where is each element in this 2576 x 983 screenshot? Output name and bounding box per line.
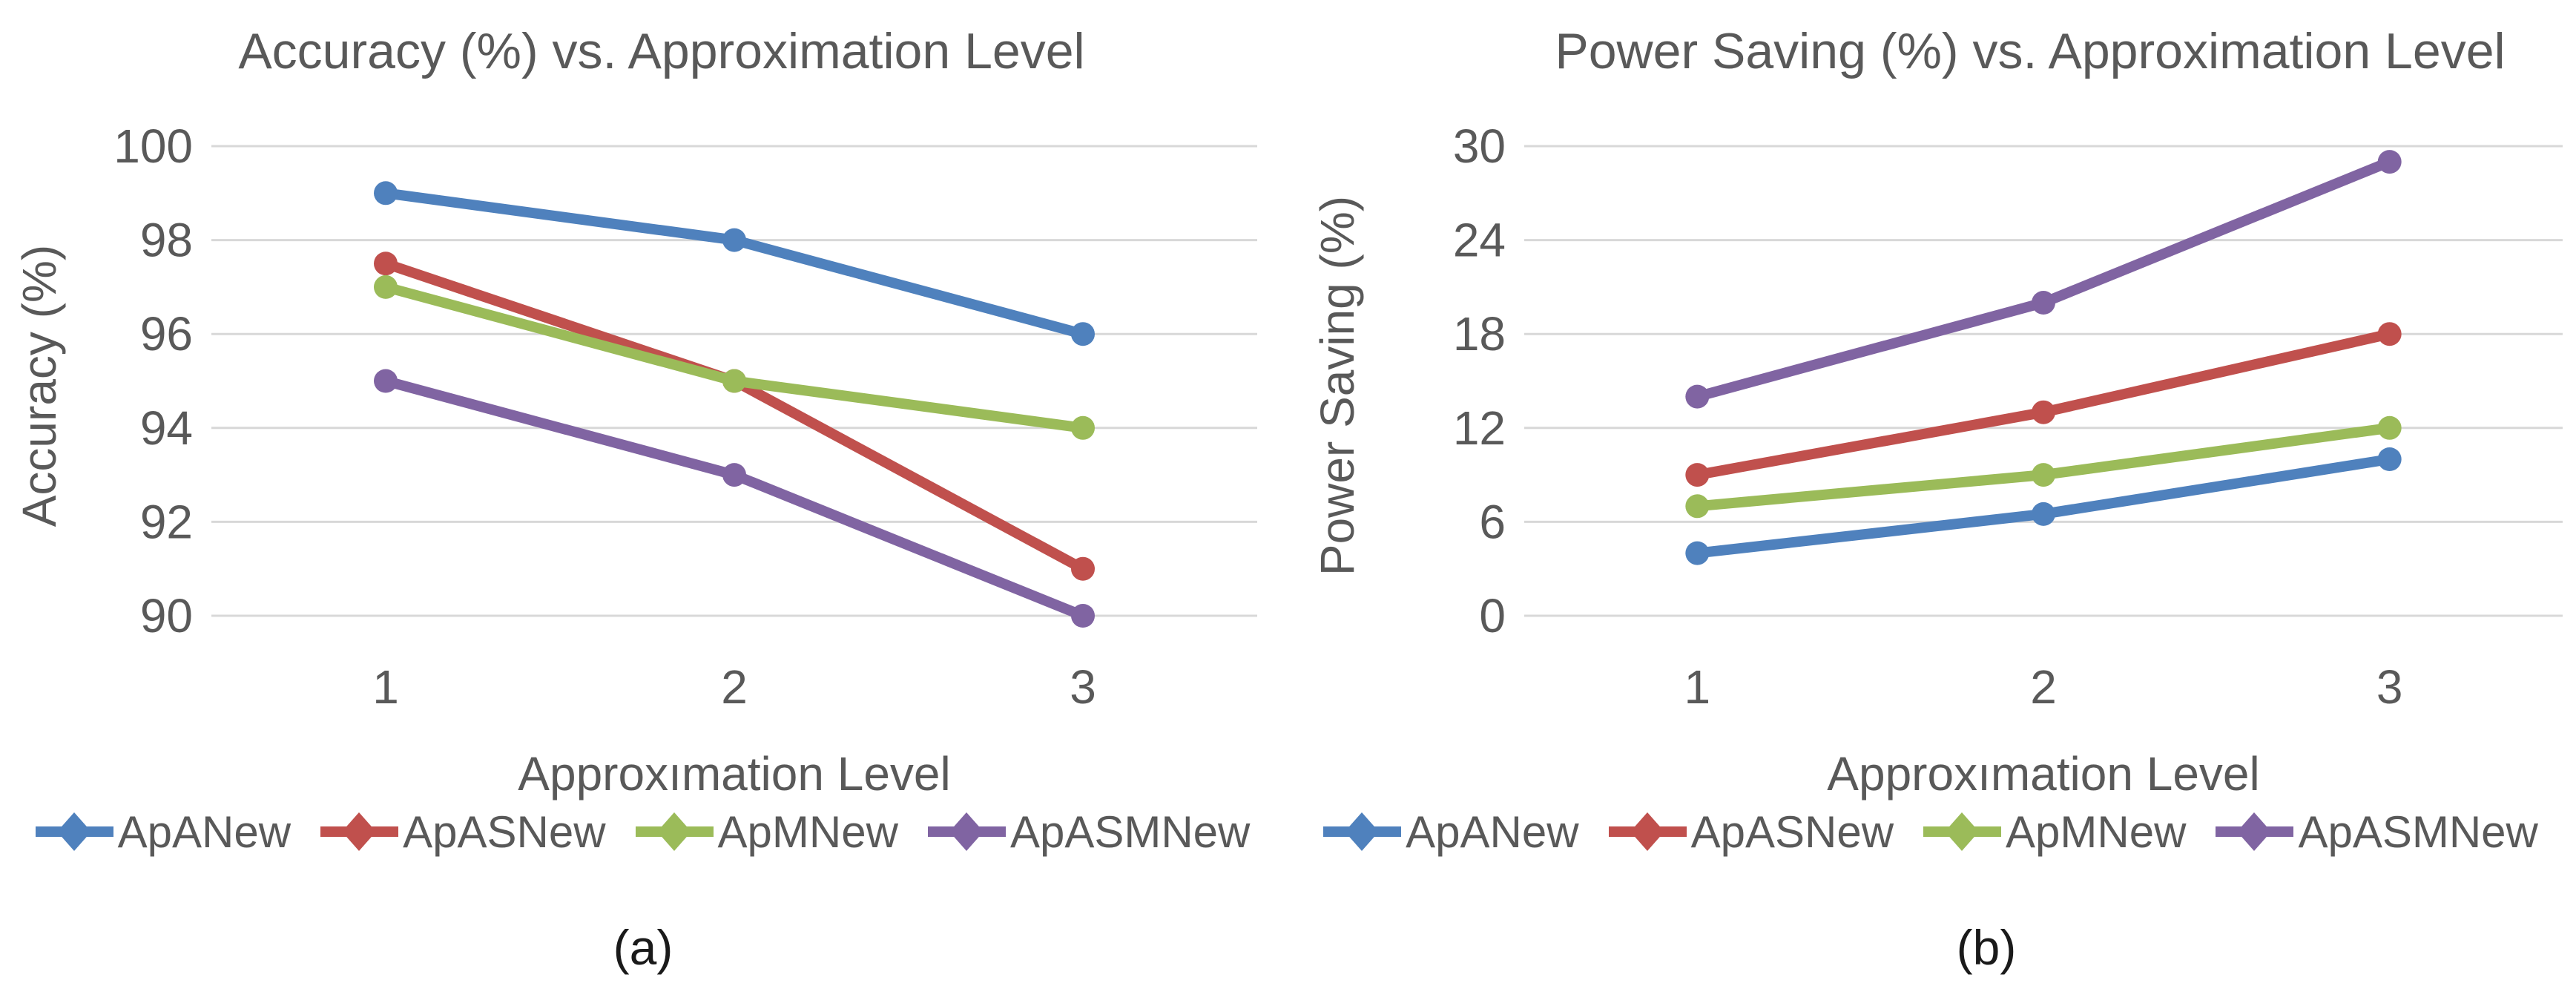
data-point-marker-apasnew	[2032, 400, 2055, 424]
legend-item-apasmnew: ApASMNew	[2216, 806, 2538, 858]
legend-key-line-marker-icon	[2216, 812, 2294, 851]
y-tick-label: 94	[140, 401, 193, 455]
legend-key-diamond	[56, 812, 91, 851]
data-point-marker-apasmnew	[1685, 384, 1710, 409]
legend-key-line-marker-icon	[927, 812, 1006, 851]
x-tick-label: 1	[372, 660, 399, 714]
y-axis-title: Power Saving (%)	[1311, 196, 1364, 576]
data-point-marker-apanew	[2032, 502, 2055, 526]
x-axis-title: Approxımation Level	[518, 747, 950, 800]
y-axis-title: Accuracy (%)	[13, 245, 66, 527]
data-point-marker-apanew	[374, 181, 398, 206]
data-point-marker-apasnew	[1685, 463, 1710, 487]
chart-caption: (b)	[1957, 920, 2017, 975]
y-tick-label: 24	[1453, 214, 1506, 267]
legend-label: ApASNew	[403, 806, 606, 857]
legend-key-diamond	[2237, 812, 2272, 851]
y-tick-label: 90	[140, 589, 193, 642]
data-point-marker-apasmnew	[722, 463, 746, 487]
legend-key-diamond	[1345, 812, 1380, 851]
legend-key-diamond	[656, 812, 691, 851]
legend-key-diamond	[1630, 812, 1664, 851]
legend-key-diamond	[949, 812, 984, 851]
y-tick-label: 0	[1479, 589, 1506, 642]
data-point-marker-apasnew	[374, 251, 398, 276]
y-tick-label: 12	[1453, 401, 1506, 455]
y-tick-label: 98	[140, 214, 193, 267]
data-point-marker-apmnew	[1071, 415, 1095, 440]
legend-label: ApMNew	[717, 806, 898, 857]
data-point-marker-apasmnew	[374, 369, 398, 393]
legend-item-apasnew: ApASNew	[320, 806, 606, 858]
x-axis-title: Approxımation Level	[1827, 747, 2259, 800]
y-tick-label: 6	[1479, 495, 1506, 548]
legend-label: ApANew	[1406, 806, 1579, 857]
legend-key-diamond	[342, 812, 377, 851]
legend-key-line-marker-icon	[320, 812, 399, 851]
legend-label: ApASNew	[1690, 806, 1894, 857]
data-point-marker-apmnew	[722, 369, 746, 393]
chart-title: Accuracy (%) vs. Approximation Level	[238, 23, 1084, 79]
data-point-marker-apanew	[1685, 541, 1710, 565]
y-tick-label: 96	[140, 307, 193, 361]
x-tick-label: 2	[2030, 660, 2057, 714]
legend-item-apanew: ApANew	[35, 806, 291, 858]
data-point-marker-apanew	[722, 228, 746, 252]
legend-item-apasmnew: ApASMNew	[927, 806, 1251, 858]
data-point-marker-apasnew	[1071, 556, 1095, 581]
legend-key-diamond	[1945, 812, 1980, 851]
data-point-marker-apasnew	[2377, 322, 2402, 346]
x-tick-label: 3	[1070, 660, 1096, 714]
x-tick-label: 1	[1684, 660, 1711, 714]
legend-label: ApANew	[117, 806, 291, 857]
legend-label: ApASMNew	[1009, 806, 1251, 857]
x-tick-label: 2	[721, 660, 748, 714]
legend-item-apanew: ApANew	[1323, 806, 1579, 858]
y-tick-label: 18	[1453, 307, 1506, 361]
legend-key-line-marker-icon	[35, 812, 113, 851]
legend-key-line-marker-icon	[1323, 812, 1402, 851]
data-point-marker-apmnew	[2377, 415, 2402, 440]
legend-power-saving-chart: ApANew ApASNew ApMNew ApASMNew	[1285, 806, 2576, 858]
legend-label: ApMNew	[2006, 806, 2187, 857]
data-point-marker-apmnew	[1685, 494, 1710, 519]
legend-accuracy-chart: ApANew ApASNew ApMNew ApASMNew	[0, 806, 1285, 858]
data-point-marker-apasmnew	[1071, 604, 1095, 628]
legend-key-line-marker-icon	[1608, 812, 1687, 851]
data-point-marker-apanew	[2377, 447, 2402, 471]
chart-accuracy-vs-approximation: 90 92 94 96 98 100 1 2 3 Accuracy (%) vs. Approxi…	[13, 23, 1257, 975]
data-point-marker-apanew	[1071, 322, 1095, 346]
data-point-marker-apasmnew	[2377, 150, 2402, 174]
data-point-marker-apmnew	[2032, 463, 2055, 487]
legend-item-apmnew: ApMNew	[1923, 806, 2186, 858]
data-point-marker-apasmnew	[2032, 291, 2055, 315]
x-tick-label: 3	[2376, 660, 2403, 714]
legend-label: ApASMNew	[2298, 806, 2538, 857]
chart-caption: (a)	[613, 920, 673, 975]
legend-item-apmnew: ApMNew	[635, 806, 898, 858]
y-tick-label: 100	[113, 119, 193, 173]
legend-key-line-marker-icon	[1923, 812, 2002, 851]
data-point-marker-apmnew	[374, 274, 398, 299]
legend-key-line-marker-icon	[635, 812, 714, 851]
chart-title: Power Saving (%) vs. Approximation Level	[1555, 23, 2505, 79]
legend-item-apasnew: ApASNew	[1608, 806, 1894, 858]
y-tick-label: 30	[1453, 119, 1506, 173]
y-tick-label: 92	[140, 495, 193, 548]
